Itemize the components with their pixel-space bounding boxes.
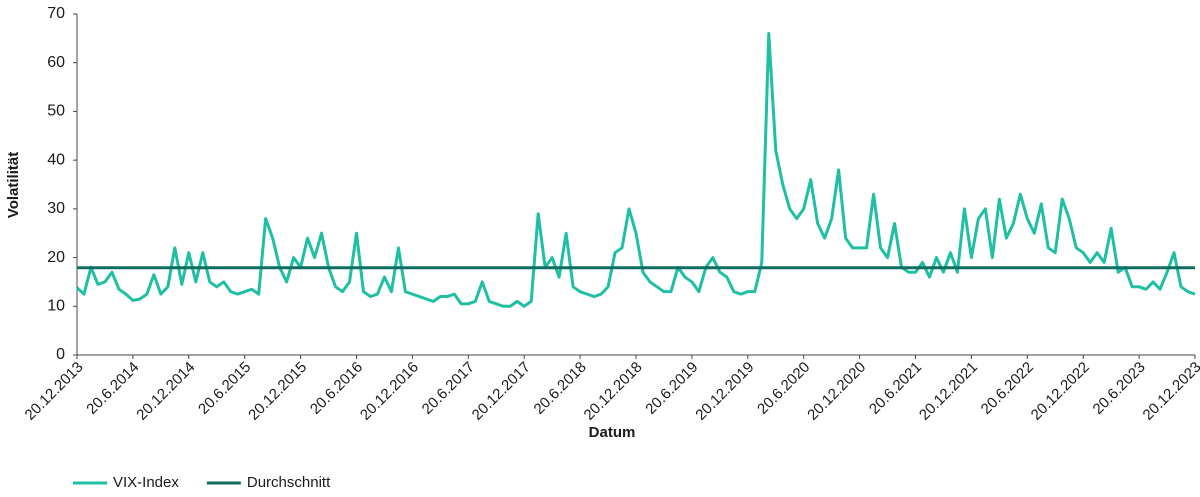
x-axis-title: Datum — [589, 424, 636, 441]
x-tick-label: 20.6.2022 — [978, 359, 1037, 418]
x-tick-label: 20.12.2019 — [692, 359, 757, 424]
legend-label: VIX-Index — [113, 474, 179, 491]
y-tick-label: 50 — [47, 103, 65, 120]
y-tick-label: 60 — [47, 54, 65, 71]
x-tick-label: 20.6.2021 — [866, 359, 925, 418]
y-tick-label: 40 — [47, 151, 65, 168]
x-tick-label: 20.6.2015 — [195, 359, 254, 418]
x-tick-label: 20.6.2018 — [531, 359, 590, 418]
y-tick-label: 0 — [56, 346, 65, 363]
x-tick-label: 20.6.2019 — [642, 359, 701, 418]
y-axis-title: Volatilität — [5, 152, 22, 218]
x-tick-label: 20.12.2023 — [1140, 359, 1200, 424]
y-tick-label: 20 — [47, 249, 65, 266]
line-series — [75, 31, 1196, 308]
x-tick-label: 20.6.2023 — [1090, 359, 1149, 418]
x-tick-label: 20.12.2018 — [581, 359, 646, 424]
x-tick-label: 20.6.2017 — [419, 359, 478, 418]
x-tick-label: 20.12.2013 — [22, 359, 87, 424]
y-tick-label: 30 — [47, 200, 65, 217]
x-tick-label: 20.12.2021 — [916, 359, 981, 424]
x-tick-label: 20.12.2016 — [357, 359, 422, 424]
x-tick-label: 20.6.2014 — [83, 359, 142, 418]
y-tick-label: 70 — [47, 5, 65, 22]
x-tick-label: 20.12.2015 — [245, 359, 310, 424]
x-tick-label: 20.12.2014 — [133, 359, 198, 424]
y-tick-label: 10 — [47, 298, 65, 315]
legend-label: Durchschnitt — [247, 474, 331, 491]
x-tick-label: 20.12.2022 — [1028, 359, 1093, 424]
x-tick-label: 20.12.2020 — [804, 359, 869, 424]
x-tick-label: 20.12.2017 — [469, 359, 534, 424]
x-tick-label: 20.6.2020 — [754, 359, 813, 418]
x-tick-label: 20.6.2016 — [307, 359, 366, 418]
